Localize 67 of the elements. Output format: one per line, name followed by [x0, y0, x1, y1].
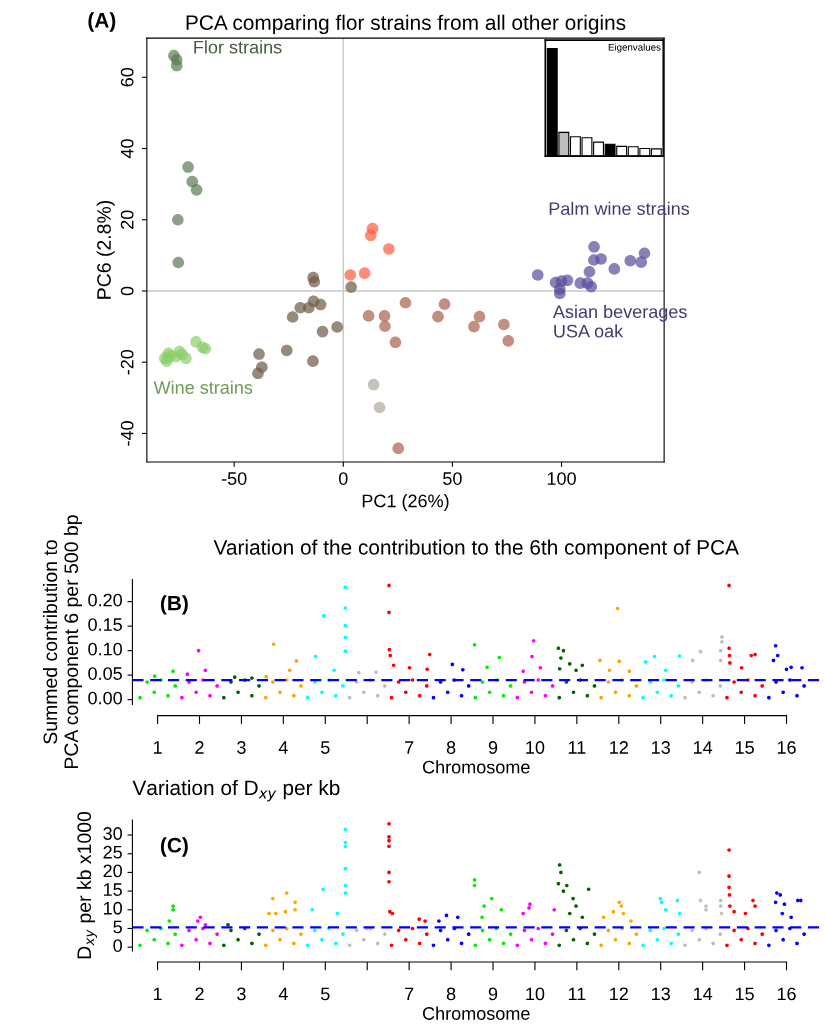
- x-tick-label: 10: [526, 987, 545, 1001]
- x-tick-label: 16: [777, 741, 796, 754]
- x-tick-label: 7: [405, 741, 414, 754]
- x-tick-label: 100: [547, 472, 576, 485]
- y-tick-label: 0: [113, 939, 122, 953]
- x-tick-label: -50: [221, 472, 247, 485]
- y-tick-label: 20: [120, 210, 134, 229]
- y-tick-label: 20: [103, 864, 122, 878]
- x-tick-label: 3: [237, 987, 246, 1001]
- y-tick-label: -20: [120, 349, 134, 375]
- y-tick-label: 0: [120, 286, 134, 296]
- y-axis-title: PC6 (2.8%): [96, 200, 115, 299]
- y-tick-label: 40: [120, 139, 134, 159]
- y-tick-label: 10: [103, 901, 122, 915]
- x-tick-label: 4: [278, 987, 288, 1001]
- y-axis-title: Summed contribution to PCA component 6 per 500 bp: [42, 515, 82, 768]
- x-tick-label: 7: [405, 987, 414, 1001]
- x-axis-title: Chromosome: [422, 760, 530, 774]
- x-tick-label: 5: [320, 987, 330, 1001]
- x-tick-label: 5: [320, 741, 330, 754]
- x-tick-label: 10: [526, 741, 545, 754]
- y-tick-label: 0.15: [88, 618, 122, 631]
- x-tick-label: 50: [443, 472, 462, 485]
- x-tick-label: 11: [568, 741, 586, 754]
- x-tick-label: 15: [735, 741, 754, 754]
- y-tick-label: 0.00: [88, 691, 122, 705]
- x-tick-label: 8: [446, 741, 456, 754]
- x-tick-label: 15: [735, 987, 754, 1001]
- x-tick-label: 13: [652, 987, 670, 1001]
- annotation: (B): [160, 595, 188, 615]
- y-tick-label: 25: [103, 845, 122, 859]
- x-tick-label: 0: [338, 472, 348, 485]
- x-axis-title: PC1 (26%): [362, 494, 449, 511]
- chart-title: PCA comparing flor strains from all other origins: [186, 14, 626, 35]
- x-tick-label: 3: [237, 741, 246, 754]
- x-tick-label: 12: [610, 741, 628, 754]
- y-tick-label: 0.05: [88, 667, 122, 680]
- x-tick-label: 14: [693, 741, 713, 754]
- y-tick-label: -40: [120, 421, 134, 446]
- y-axis-title: D$_{xy}$ per kb x1000: [76, 811, 97, 959]
- y-tick-label: 15: [103, 883, 122, 896]
- x-tick-label: 1: [153, 741, 162, 754]
- x-tick-label: 13: [652, 741, 670, 754]
- chart-title: Variation of D$_{xy}$ per kb: [132, 779, 340, 802]
- y-tick-label: 0.10: [88, 642, 122, 656]
- x-tick-label: 8: [446, 987, 456, 1001]
- x-tick-label: 11: [568, 987, 586, 1001]
- x-tick-label: 16: [777, 987, 796, 1001]
- x-tick-label: 2: [195, 987, 204, 1001]
- x-tick-label: 2: [195, 741, 204, 754]
- text: (A): [88, 12, 116, 32]
- y-tick-label: 60: [120, 67, 134, 87]
- y-tick-label: 5: [113, 920, 122, 934]
- annotation: (C): [160, 837, 188, 857]
- x-tick-label: 14: [693, 987, 713, 1001]
- x-tick-label: 4: [278, 741, 288, 754]
- x-tick-label: 9: [488, 987, 498, 1001]
- x-tick-label: 1: [153, 987, 162, 1001]
- annotation: Wine strains: [153, 380, 253, 394]
- x-tick-label: 9: [488, 741, 498, 754]
- x-tick-label: 12: [610, 987, 628, 1001]
- chart-title: Variation of the contribution to the 6th component of PCA: [213, 539, 739, 559]
- annotation: Flor strains: [194, 40, 282, 54]
- x-axis-title: Chromosome: [422, 1006, 530, 1020]
- chart-title: Eigenvalues: [608, 43, 661, 53]
- y-tick-label: 0.20: [88, 593, 122, 607]
- y-tick-label: 30: [103, 827, 122, 840]
